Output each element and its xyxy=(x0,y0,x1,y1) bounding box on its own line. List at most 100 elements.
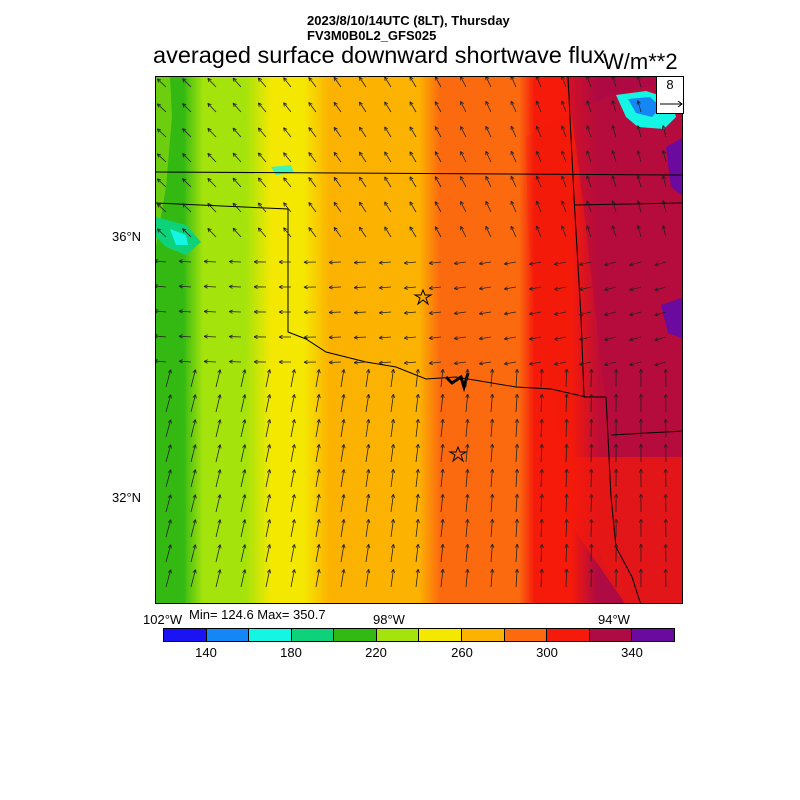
wind-arrow xyxy=(654,261,667,267)
wind-arrow xyxy=(434,201,442,213)
wind-arrow xyxy=(554,311,567,316)
wind-arrow xyxy=(629,261,642,267)
wind-arrow xyxy=(490,568,495,588)
wind-arrow xyxy=(629,336,642,342)
wind-arrow xyxy=(579,261,592,266)
header-datetime: 2023/8/10/14UTC (8LT), Thursday xyxy=(307,13,510,28)
wind-arrow xyxy=(490,493,495,513)
wind-arrow xyxy=(156,178,167,188)
cyan-patch-west xyxy=(170,229,188,245)
wind-arrow xyxy=(409,151,417,163)
wind-arrow xyxy=(638,368,644,388)
wind-arrow xyxy=(365,418,371,438)
wind-arrow xyxy=(539,568,544,588)
wind-arrow xyxy=(535,200,542,213)
colorbar-swatch-10 xyxy=(589,629,633,641)
wind-arrow xyxy=(579,361,592,366)
wind-arrow xyxy=(503,361,517,366)
wind-arrow xyxy=(353,335,367,340)
wind-arrow xyxy=(228,309,242,314)
wind-arrow xyxy=(265,394,272,413)
wind-arrow xyxy=(614,368,619,388)
wind-arrow xyxy=(636,150,642,163)
wind-arrow xyxy=(636,125,642,138)
colorbar-swatch-6 xyxy=(419,629,463,641)
wind-arrow xyxy=(390,568,396,588)
wind-arrow xyxy=(365,368,371,388)
wind-arrow xyxy=(358,77,367,88)
wind-arrow xyxy=(586,100,592,113)
header-model-name: FV3M0B0L2_GFS025 xyxy=(307,28,437,43)
wind-arrow xyxy=(636,175,642,188)
wind-arrow xyxy=(614,543,619,563)
wind-arrow xyxy=(535,100,542,113)
wind-arrow xyxy=(290,494,296,513)
wind-arrow xyxy=(283,227,292,238)
wind-arrow xyxy=(308,202,317,213)
colorbar-swatch-11 xyxy=(632,629,674,641)
wind-arrow xyxy=(190,394,197,413)
wind-arrow xyxy=(661,125,667,138)
wind-arrow xyxy=(215,544,222,563)
wind-arrow xyxy=(358,201,367,213)
wind-arrow xyxy=(614,518,619,538)
map-overlay xyxy=(156,77,682,603)
wind-arrow xyxy=(315,369,321,388)
colorbar-swatch-2 xyxy=(249,629,292,641)
wind-arrow xyxy=(485,225,492,238)
wind-arrow xyxy=(638,543,644,563)
wind-arrow xyxy=(215,569,222,588)
wind-arrow xyxy=(365,468,371,488)
wind-arrow xyxy=(611,125,617,138)
wind-arrow xyxy=(232,127,242,138)
wind-arrow xyxy=(328,360,342,365)
wind-arrow xyxy=(178,309,192,314)
wind-arrow xyxy=(390,518,396,538)
wind-arrow xyxy=(378,260,392,265)
wind-arrow xyxy=(485,77,492,88)
wind-arrow xyxy=(434,151,442,163)
wind-arrow xyxy=(514,568,520,588)
wind-arrow xyxy=(460,77,467,88)
wind-arrow xyxy=(240,394,247,413)
wind-arrow xyxy=(636,77,642,88)
wind-arrow xyxy=(629,286,642,292)
wind-arrow xyxy=(564,543,569,563)
wind-arrow xyxy=(403,310,417,315)
wind-arrow xyxy=(315,444,321,463)
wind-arrow xyxy=(611,175,617,188)
wind-arrow xyxy=(165,494,172,513)
wind-arrow xyxy=(539,468,544,488)
wind-arrow xyxy=(465,493,470,513)
wind-arrow xyxy=(614,443,619,463)
wind-arrow xyxy=(453,311,467,316)
wind-arrow xyxy=(328,310,342,315)
wind-arrow xyxy=(278,259,292,265)
wind-arrow xyxy=(203,359,217,364)
wind-arrow xyxy=(539,368,544,388)
wind-arrow xyxy=(315,569,321,588)
wind-arrow xyxy=(178,284,192,289)
wind-arrow xyxy=(365,443,371,463)
colorbar-label-340: 340 xyxy=(621,645,643,660)
wind-arrow xyxy=(333,151,342,163)
wind-arrow xyxy=(165,519,172,538)
wind-arrow xyxy=(365,493,371,513)
wind-arrow xyxy=(453,286,467,291)
wind-arrow xyxy=(240,444,247,463)
wind-arrow xyxy=(663,493,668,513)
wind-arrow xyxy=(190,519,197,538)
wind-arrow xyxy=(215,444,222,463)
wind-arrow xyxy=(539,443,544,463)
wind-arrow xyxy=(661,150,667,163)
wind-arrow xyxy=(614,418,619,438)
wind-arrow xyxy=(440,543,445,563)
wind-arrow xyxy=(156,228,167,238)
wind-arrow xyxy=(182,128,192,138)
wind-arrow xyxy=(579,336,592,341)
wind-arrow xyxy=(303,335,317,340)
wind-arrow xyxy=(409,176,417,188)
lat-label-36n: 36°N xyxy=(112,229,142,244)
wind-arrow xyxy=(384,226,392,238)
wind-arrow xyxy=(564,568,569,588)
